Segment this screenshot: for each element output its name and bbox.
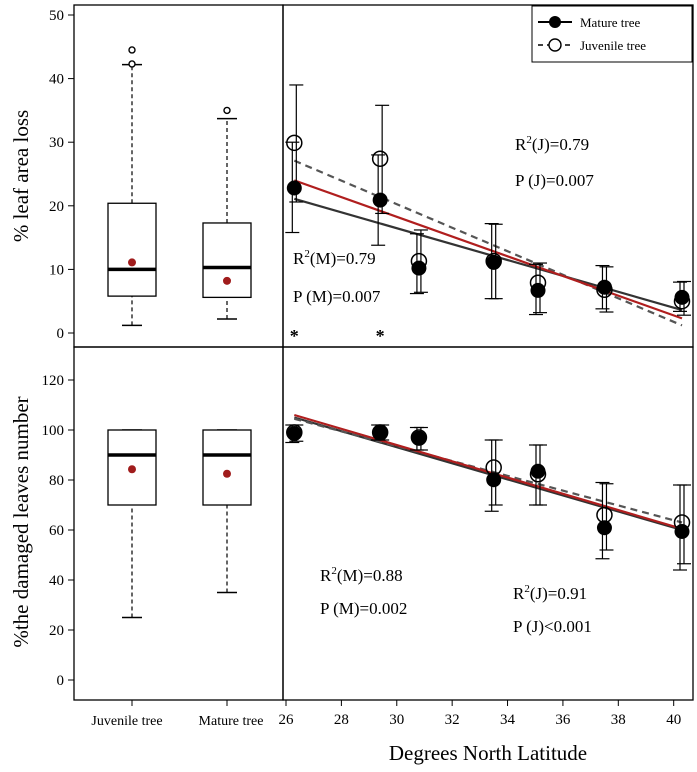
legend-box xyxy=(531,5,693,63)
bottom-point-juvenile xyxy=(286,424,303,441)
top-point-juvenile xyxy=(371,150,389,167)
bottom-point-mature xyxy=(286,426,302,441)
legend-mature-label: Mature tree xyxy=(580,15,641,30)
significance-star: * xyxy=(376,326,385,346)
bottom-errorbar xyxy=(488,439,503,506)
bottom-point-juvenile xyxy=(529,466,547,483)
y-axis-label-bottom: %the damaged leaves number xyxy=(9,396,33,647)
top-point-juvenile xyxy=(596,281,613,299)
top-ytick-label: 10 xyxy=(49,262,64,278)
box-mean-dot xyxy=(223,276,231,285)
box-mean-dot xyxy=(128,465,136,474)
box-outlier xyxy=(128,46,136,54)
legend-mature-marker xyxy=(549,16,561,28)
box-outlier xyxy=(128,60,136,68)
x-tick-label: 38 xyxy=(611,712,626,728)
annotation-r2-juvenile-bottom: R2(J)=0.91 xyxy=(513,583,587,603)
legend-juvenile-label: Juvenile tree xyxy=(580,38,646,53)
top-point-juvenile xyxy=(485,252,502,270)
top-fit-line-0 xyxy=(294,197,683,312)
chart-marks: 0 10 20 30 40 50 0 20 40 60 80 100 120 26 28 30 32 34 36 38… xyxy=(42,8,691,728)
bottom-point-mature xyxy=(411,430,427,446)
y-axis-label-top: % leaf area loss xyxy=(9,110,33,242)
bottom-ytick-label: 100 xyxy=(42,423,65,439)
bottom-box-0 xyxy=(107,429,157,619)
bottom-point-juvenile xyxy=(673,514,691,531)
bottom-fit-line-1 xyxy=(294,417,683,524)
x-tick-label: 36 xyxy=(555,712,571,728)
annotation-r2-juvenile-top: R2(J)=0.79 xyxy=(515,134,589,154)
bottom-point-mature xyxy=(596,520,612,536)
x-tick-label: 30 xyxy=(389,712,404,728)
top-ytick-label: 0 xyxy=(57,326,65,342)
box-iqr xyxy=(202,429,252,506)
bottom-ytick-label: 60 xyxy=(49,523,64,539)
legend: Mature tree Juvenile tree xyxy=(531,5,693,63)
significance-star: * xyxy=(290,326,299,346)
bottom-ytick-label: 20 xyxy=(49,623,64,639)
annotation-p-juvenile-bottom: P (J)<0.001 xyxy=(513,617,592,636)
top-point-mature xyxy=(486,254,502,270)
x-tick-label: 40 xyxy=(666,712,681,728)
top-fit-line-2 xyxy=(293,179,683,320)
top-ytick-label: 40 xyxy=(49,72,64,88)
x-tick-label: 32 xyxy=(445,712,460,728)
box-iqr xyxy=(107,202,157,297)
bottom-point-juvenile xyxy=(371,424,389,441)
top-point-juvenile xyxy=(286,134,303,152)
top-box-0 xyxy=(107,46,157,327)
bottom-point-mature xyxy=(486,472,502,488)
top-box-1 xyxy=(202,106,252,320)
category-label-mature: Mature tree xyxy=(199,714,264,729)
box-mean-dot xyxy=(128,258,136,267)
panel-bottom-right-frame xyxy=(282,346,694,701)
top-point-juvenile xyxy=(529,274,547,292)
top-point-mature xyxy=(286,180,302,196)
annotation-p-mature-bottom: P (M)=0.002 xyxy=(320,599,407,618)
legend-juvenile-marker xyxy=(548,38,562,52)
top-point-juvenile xyxy=(410,252,428,270)
box-iqr xyxy=(202,222,252,299)
top-point-juvenile xyxy=(673,292,691,310)
panel-bottom-left-frame xyxy=(73,346,284,701)
top-fit-line-1 xyxy=(293,159,683,327)
x-tick-label: 28 xyxy=(334,712,349,728)
top-point-mature xyxy=(674,289,690,305)
bottom-box-1 xyxy=(202,429,252,594)
bottom-ytick-label: 120 xyxy=(42,373,65,389)
annotation-p-juvenile-top: P (J)=0.007 xyxy=(515,171,594,190)
bottom-point-juvenile xyxy=(485,459,502,476)
bottom-point-juvenile xyxy=(410,429,428,446)
box-outlier xyxy=(223,106,231,115)
bottom-point-mature xyxy=(674,524,690,539)
bottom-point-mature xyxy=(372,425,388,441)
annotation-r2-mature-top: R2(M)=0.79 xyxy=(293,248,376,268)
bottom-point-juvenile xyxy=(596,506,613,524)
bottom-ytick-label: 40 xyxy=(49,573,64,589)
top-ytick-label: 50 xyxy=(49,8,64,24)
x-tick-label: 34 xyxy=(500,712,516,728)
annotation-r2-mature-bottom: R2(M)=0.88 xyxy=(320,565,403,585)
bottom-errorbar xyxy=(599,483,614,551)
bottom-ytick-label: 0 xyxy=(57,673,65,689)
x-tick-label: 26 xyxy=(279,712,295,728)
category-label-juvenile: Juvenile tree xyxy=(91,714,162,729)
x-axis-label: Degrees North Latitude xyxy=(389,741,587,765)
top-ytick-label: 20 xyxy=(49,199,64,215)
top-ytick-label: 30 xyxy=(49,135,64,151)
bottom-ytick-label: 80 xyxy=(49,473,64,489)
box-mean-dot xyxy=(223,469,231,478)
top-point-mature xyxy=(372,192,388,208)
annotation-p-mature-top: P (M)=0.007 xyxy=(293,287,381,306)
